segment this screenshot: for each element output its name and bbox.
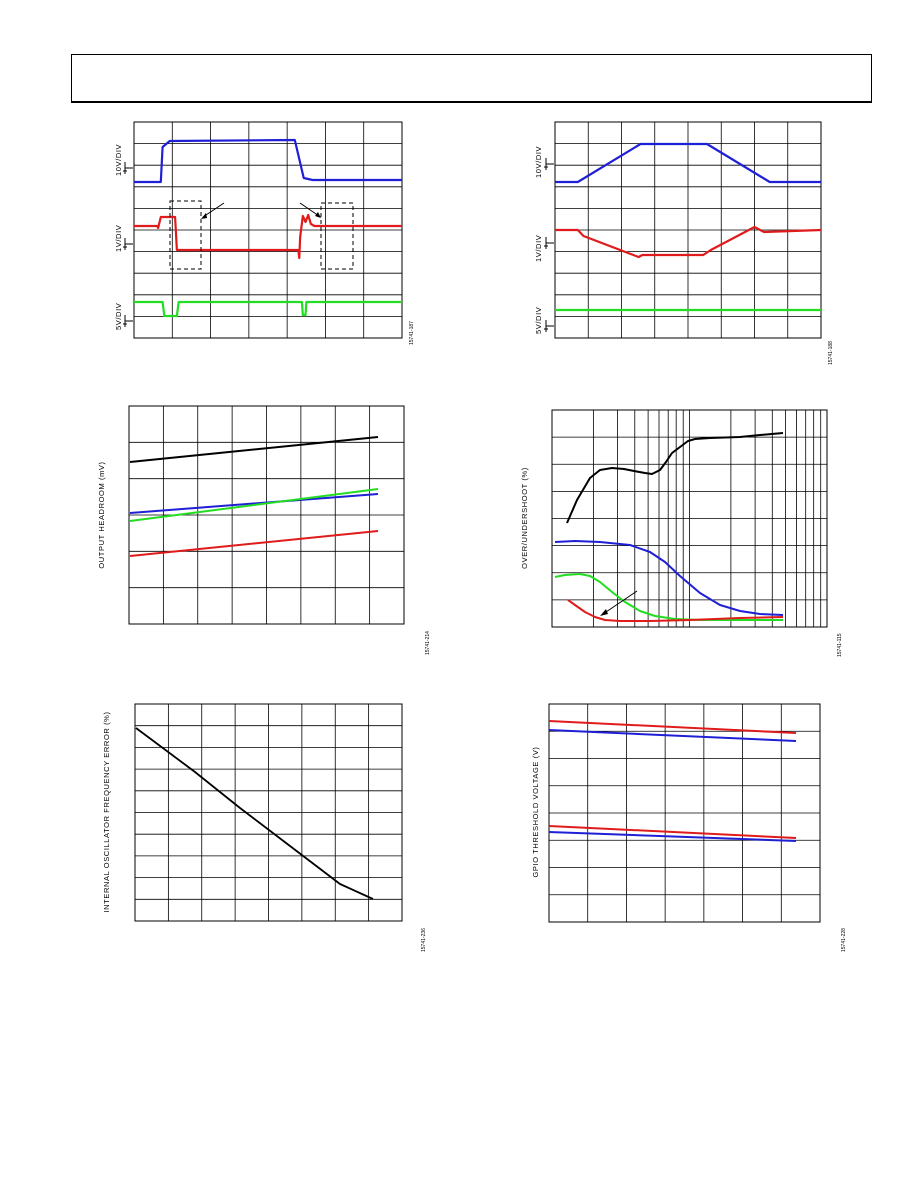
overshoot-curve-green (554, 573, 783, 621)
gpio-series (548, 720, 797, 842)
scope-2-series (555, 142, 822, 312)
scope-1-trace-red (134, 213, 402, 260)
scope-1-channel-2-label: 1V/DIV (114, 225, 123, 252)
scope-2-ground-markers (544, 158, 554, 332)
oscillator-grid (135, 704, 402, 921)
overshoot-curve-red (567, 599, 784, 622)
headroom-figure-id: 15741-214 (425, 631, 431, 655)
headroom-grid (129, 406, 404, 624)
scope-1-figure-id: 15741-187 (409, 321, 415, 345)
scope-2-channel-1-label: 10V/DIV (534, 146, 543, 178)
overshoot-y-axis-label: OVER/UNDERSHOOT (%) (520, 467, 529, 569)
gpio-line-blue-1 (548, 729, 797, 742)
scope-1-ground-markers (123, 162, 133, 327)
scope-1-arrowhead-right (315, 212, 321, 218)
scope-1-channel-3-label: 5V/DIV (114, 303, 123, 330)
overshoot-arrow (602, 590, 638, 615)
overshoot-grid (552, 410, 827, 627)
scope-2-frame (554, 121, 822, 339)
scope-2-channel-2-label: 1V/DIV (534, 235, 543, 262)
gpio-figure-id: 15741-228 (841, 928, 847, 952)
scope-2-channel-3-label: 5V/DIV (534, 307, 543, 334)
overshoot-frame (551, 409, 828, 628)
scope-1-frame (133, 121, 403, 339)
headroom-frame (128, 405, 405, 625)
scope-1-arrow-right (299, 202, 320, 217)
overshoot-figure-id: 15741-115 (837, 633, 843, 657)
page-header-frame (71, 54, 872, 103)
scope-2-grid (555, 122, 821, 338)
scope-1-trace-blue (134, 138, 402, 184)
scope-1-series (134, 138, 402, 318)
headroom-line-black (129, 436, 379, 463)
headroom-y-axis-label: OUTPUT HEADROOM (mV) (97, 461, 106, 568)
headroom-series (129, 436, 379, 557)
headroom-line-green (129, 488, 379, 522)
gpio-line-blue-3 (548, 831, 797, 842)
gpio-line-red-2 (548, 825, 797, 839)
overshoot-arrowhead (600, 609, 608, 616)
scope-1-grid (134, 122, 402, 338)
oscillator-series (135, 727, 374, 900)
oscillator-y-axis-label: INTERNAL OSCILLATOR FREQUENCY ERROR (%) (102, 711, 111, 912)
scope-1-trace-green (134, 300, 402, 318)
scope-2-figure-id: 15741-188 (828, 341, 834, 365)
oscillator-figure-id: 15741-236 (421, 928, 427, 952)
scope-1-channel-1-label: 10V/DIV (114, 144, 123, 176)
scope-1-arrowhead-left (201, 213, 207, 219)
scope-1-highlight-box-right (320, 202, 354, 270)
gpio-frame (548, 703, 821, 923)
scope-2-trace-red (555, 225, 822, 259)
overshoot-series (554, 432, 784, 622)
gpio-line-red-0 (548, 720, 797, 734)
scope-1-highlight-box-left (169, 200, 202, 270)
gpio-y-axis-label: GPIO THRESHOLD VOLTAGE (V) (531, 746, 540, 877)
overshoot-curve-black (566, 432, 784, 524)
overshoot-curve-blue (554, 540, 784, 616)
oscillator-frame (134, 703, 403, 922)
scope-1-arrow-left (202, 202, 225, 218)
oscillator-curve (135, 727, 374, 900)
scope-2-trace-blue (555, 142, 821, 184)
headroom-line-red (129, 530, 379, 557)
gpio-grid (549, 704, 820, 922)
headroom-line-blue (129, 493, 379, 514)
